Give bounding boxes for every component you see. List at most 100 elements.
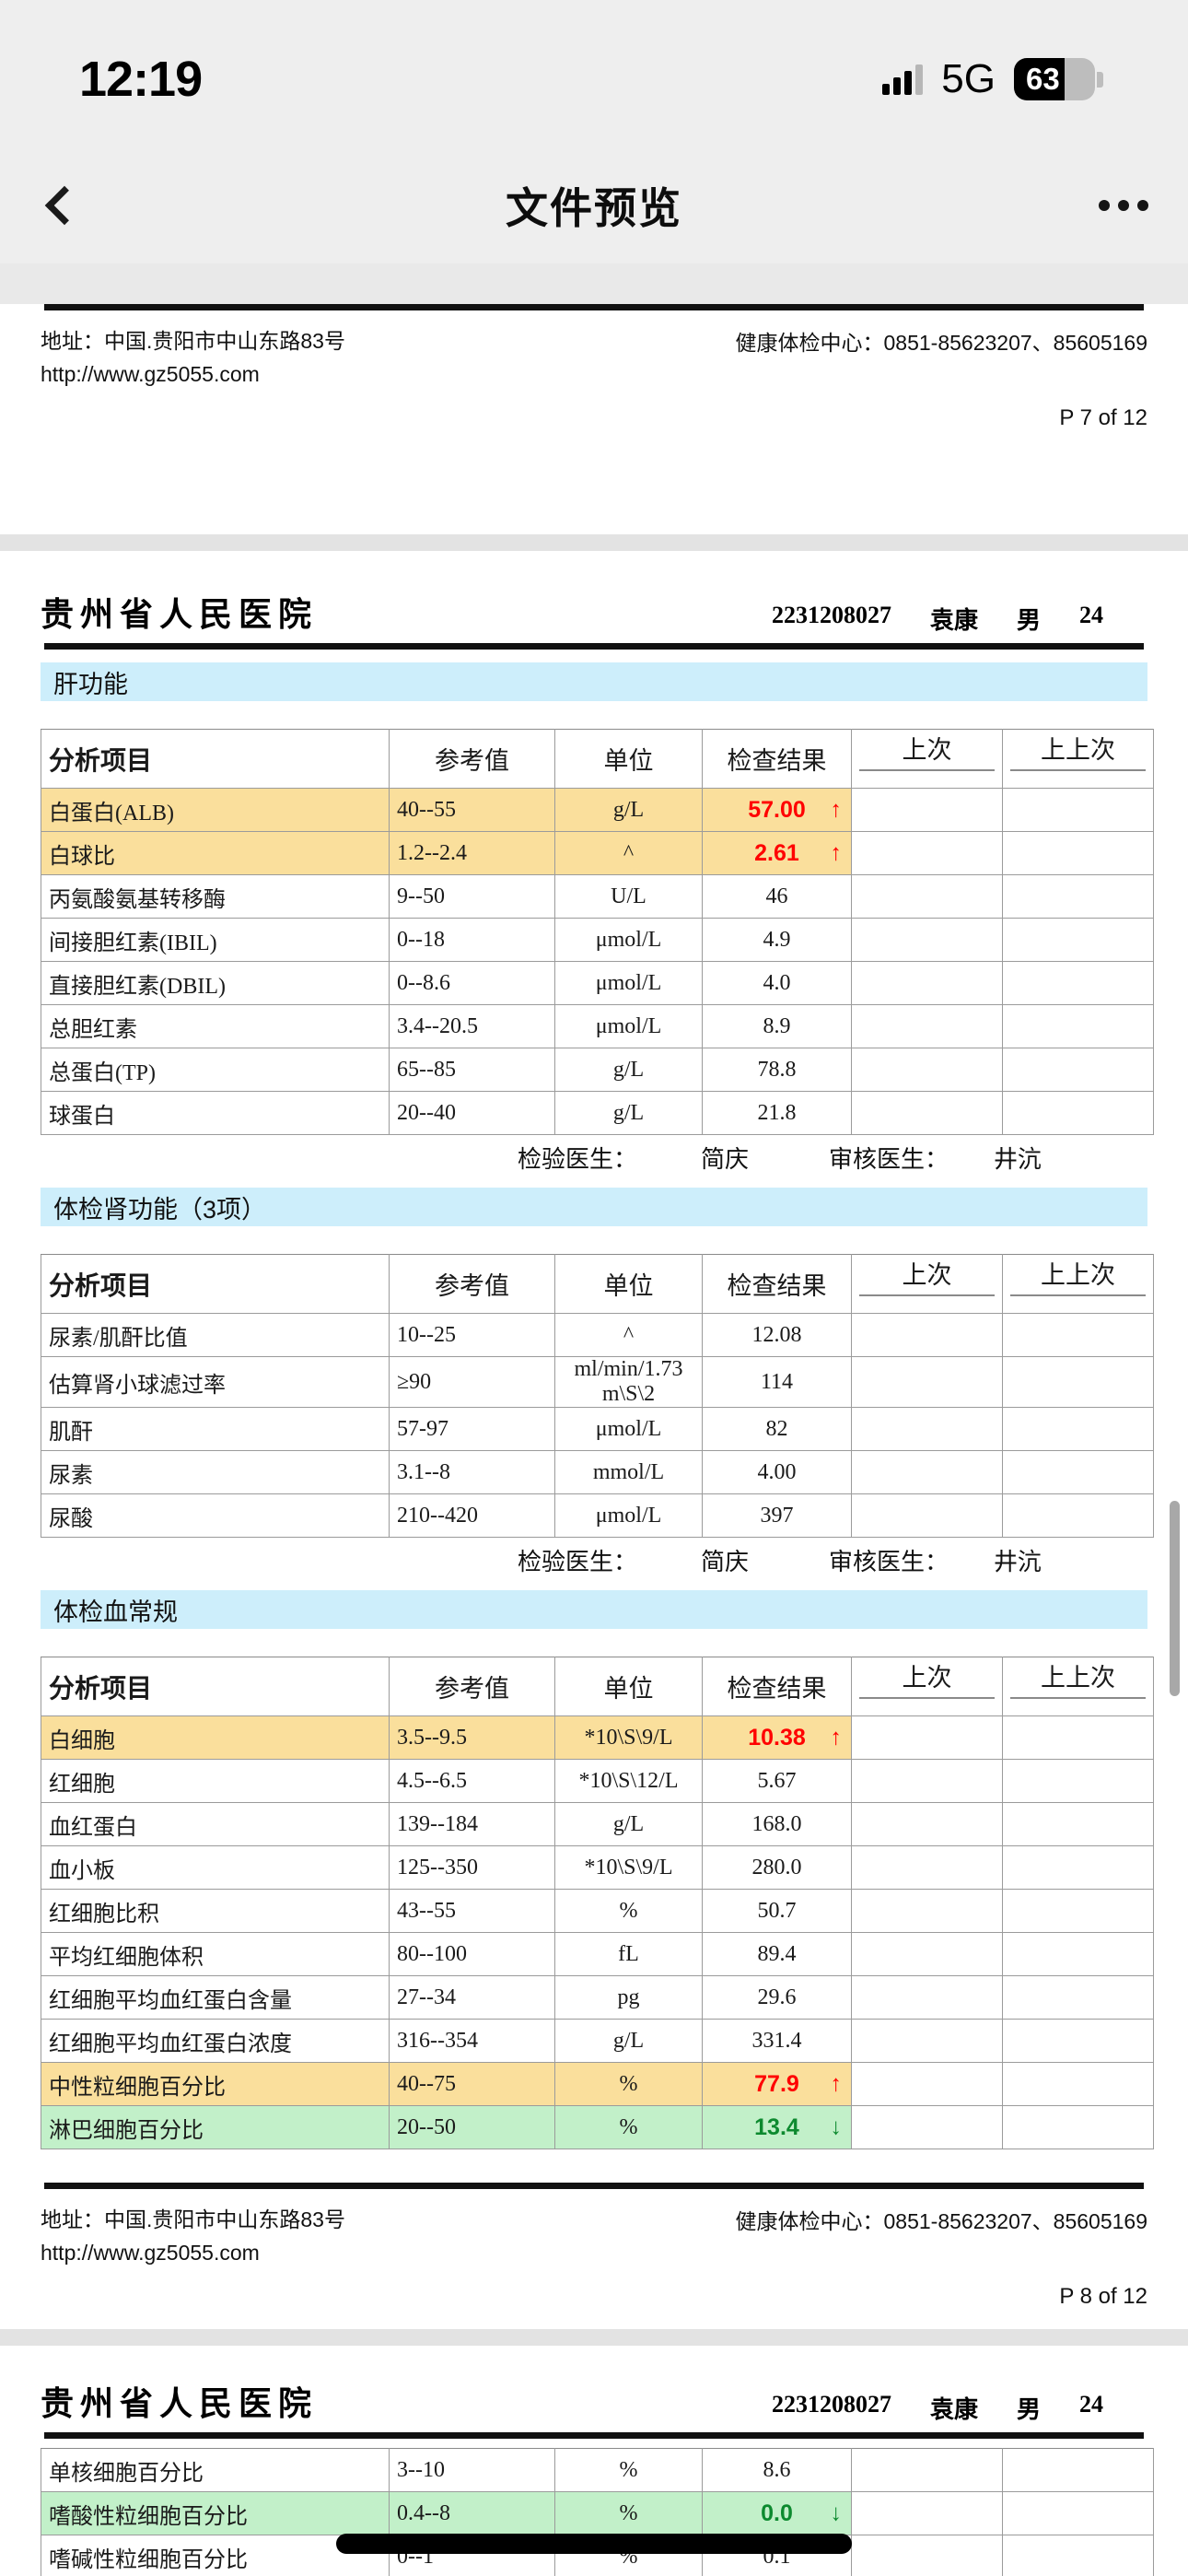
cell-result: 50.7 [702, 1889, 852, 1933]
cell-previous2 [1002, 1313, 1154, 1357]
ellipsis-icon [1137, 200, 1148, 211]
cell-reference: 43--55 [389, 1889, 555, 1933]
footer-address-line: 地址：中国.贵阳市中山东路83号 [41, 329, 345, 353]
cell-unit: fL [554, 1932, 703, 1976]
cell-previous [851, 1845, 1003, 1890]
cell-reference: 27--34 [389, 1975, 555, 2020]
cell-previous2 [1002, 918, 1154, 962]
col-header-previous2: 上上次 [1002, 1254, 1154, 1314]
cell-previous2 [1002, 831, 1154, 875]
col-header-result: 检查结果 [702, 1254, 852, 1314]
hospital-name: 贵州省人民医院 [41, 596, 319, 633]
result-value: 12.08 [751, 1322, 802, 1347]
col-header-previous: 上次 [851, 1657, 1003, 1716]
tester-name: 简庆 [700, 1146, 749, 1173]
cell-result: 78.8 [702, 1048, 852, 1092]
cell-unit: μmol/L [554, 1493, 703, 1538]
cell-unit: μmol/L [554, 961, 703, 1005]
section-title-kidney: 体检肾功能（3项） [41, 1188, 1147, 1226]
cell-previous [851, 2491, 1003, 2535]
reviewer-name: 井沆 [993, 1549, 1042, 1575]
page-separator [0, 2329, 1188, 2346]
cell-reference: 3.5--9.5 [389, 1715, 555, 1760]
arrow-up-icon: ↑ [830, 839, 843, 866]
results-table-blood-cont: 单核细胞百分比 3--10% 8.6 嗜酸性粒细胞百分比 0.4--8% 0.0 ↓ 嗜碱性粒… [41, 2448, 1154, 2576]
patient-gender: 男 [1016, 607, 1041, 634]
reviewer-name: 井沆 [993, 1146, 1042, 1173]
cellular-bars-icon [882, 64, 924, 95]
cell-result: 46 [702, 874, 852, 919]
cell-previous [851, 1313, 1003, 1357]
cell-previous [851, 961, 1003, 1005]
cell-unit: μmol/L [554, 918, 703, 962]
result-value: 0.0 [761, 2500, 793, 2526]
cell-unit: % [554, 2105, 703, 2149]
page-title: 文件预览 [506, 184, 682, 232]
result-value: 77.9 [754, 2070, 799, 2097]
cell-unit: *10\S\12/L [554, 1759, 703, 1803]
col-header-previous2: 上上次 [1002, 1657, 1154, 1716]
cell-result: 8.9 [702, 1004, 852, 1048]
cell-previous [851, 874, 1003, 919]
table-row: 总蛋白(TP) 65--85 g/L 78.8 [41, 1048, 1154, 1092]
cell-unit: *10\S\9/L [554, 1715, 703, 1760]
cell-item: 单核细胞百分比 [41, 2448, 390, 2492]
cell-previous [851, 1493, 1003, 1538]
col-header-previous2: 上上次 [1002, 729, 1154, 789]
table-header-row: 分析项目 参考值 单位 检查结果 上次 上上次 [41, 1657, 1154, 1716]
cell-reference: 316--354 [389, 2019, 555, 2063]
table-row: 红细胞 4.5--6.5 *10\S\12/L 5.67 [41, 1759, 1154, 1803]
footer-address: 地址：中国.贵阳市中山东路83号 http://www.gz5055.com [41, 2204, 345, 2269]
cell-unit: pg [554, 1975, 703, 2020]
cell-item: 肌酐 [41, 1407, 390, 1451]
document-viewer[interactable]: 地址：中国.贵阳市中山东路83号 http://www.gz5055.com 健… [0, 263, 1188, 2576]
cell-reference: 20--50 [389, 2105, 555, 2149]
result-value: 280.0 [751, 1855, 802, 1879]
cell-reference: ≥90 [389, 1356, 555, 1408]
cell-item: 丙氨酸氨基转移酶 [41, 874, 390, 919]
cell-unit: ml/min/1.73 m\S\2 [554, 1356, 703, 1408]
record-number: 2231208027 [771, 602, 891, 628]
cell-previous [851, 1407, 1003, 1451]
footer-website-line: http://www.gz5055.com [41, 361, 260, 386]
col-header-previous: 上次 [851, 1254, 1003, 1314]
result-value: 57.00 [748, 796, 806, 823]
cell-item: 尿酸 [41, 1493, 390, 1538]
cell-previous2 [1002, 2105, 1154, 2149]
cell-result: 12.08 [702, 1313, 852, 1357]
cell-unit: % [554, 1889, 703, 1933]
result-value: 29.6 [757, 1985, 797, 2009]
document-page-7: 地址：中国.贵阳市中山东路83号 http://www.gz5055.com 健… [0, 304, 1188, 534]
col-header-result: 检查结果 [702, 1657, 852, 1716]
signature-row-liver: 检验医生： 简庆 审核医生： 井沆 [28, 1135, 1160, 1175]
cell-reference: 57-97 [389, 1407, 555, 1451]
cell-result: 280.0 [702, 1845, 852, 1890]
cell-previous2 [1002, 1407, 1154, 1451]
cell-result: 21.8 [702, 1091, 852, 1135]
table-row: 直接胆红素(DBIL) 0--8.6 μmol/L 4.0 [41, 961, 1154, 1005]
cell-item: 球蛋白 [41, 1091, 390, 1135]
cell-result: 5.67 [702, 1759, 852, 1803]
footer-address-line: 地址：中国.贵阳市中山东路83号 [41, 2207, 345, 2231]
result-value: 89.4 [757, 1941, 797, 1966]
cell-result: 57.00 ↑ [702, 788, 852, 832]
cell-item: 淋巴细胞百分比 [41, 2105, 390, 2149]
cell-result: 397 [702, 1493, 852, 1538]
vertical-scrollbar[interactable] [1170, 1501, 1180, 1696]
cell-result: 4.9 [702, 918, 852, 962]
cell-result: 89.4 [702, 1932, 852, 1976]
cell-item: 直接胆红素(DBIL) [41, 961, 390, 1005]
status-time: 12:19 [79, 52, 203, 107]
table-row: 血小板 125--350 *10\S\9/L 280.0 [41, 1845, 1154, 1890]
more-options-button[interactable] [1059, 147, 1188, 263]
cell-reference: 0--18 [389, 918, 555, 962]
cell-result: 168.0 [702, 1802, 852, 1846]
cell-unit: % [554, 2062, 703, 2106]
back-button[interactable] [0, 147, 129, 263]
arrow-down-icon: ↓ [830, 2500, 843, 2526]
arrow-down-icon: ↓ [830, 2113, 843, 2140]
cell-unit: g/L [554, 1048, 703, 1092]
cell-result: 77.9 ↑ [702, 2062, 852, 2106]
cell-previous [851, 2105, 1003, 2149]
status-indicators: 5G 63 [882, 45, 1103, 102]
